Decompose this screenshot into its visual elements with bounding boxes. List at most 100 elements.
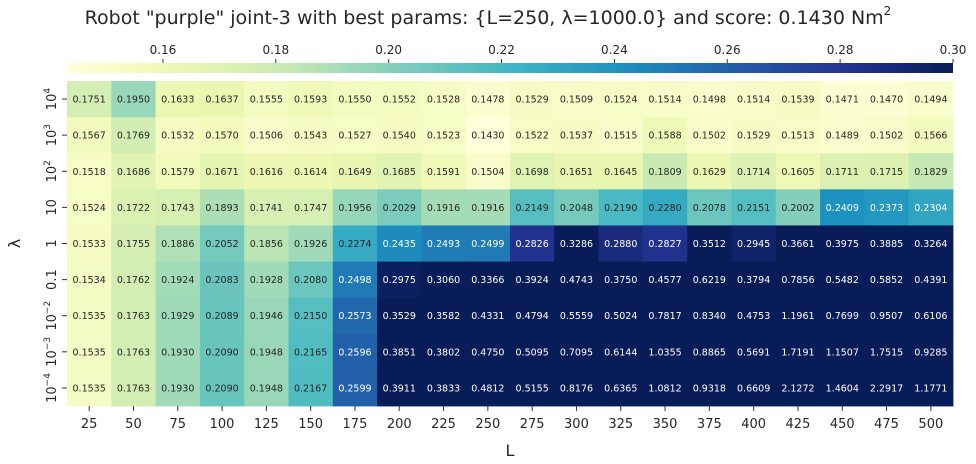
heatmap-cell [332, 333, 378, 371]
cell-value-label: 0.3661 [781, 239, 814, 250]
heatmap-cell [67, 261, 112, 299]
cell-value-label: 0.1534 [73, 275, 106, 286]
heatmap-cell [510, 333, 555, 371]
cell-value-label: 0.2373 [870, 203, 903, 214]
heatmap-cell [199, 297, 245, 335]
heatmap-cell [820, 369, 865, 407]
heatmap-cell [864, 189, 910, 226]
cell-value-label: 0.6144 [604, 347, 637, 358]
cell-value-label: 0.2274 [338, 239, 371, 250]
y-axis-label: λ [5, 239, 24, 248]
x-tick-label: 350 [653, 417, 678, 432]
heatmap-cell [687, 153, 732, 190]
heatmap-cell [642, 225, 688, 262]
cell-value-label: 0.1550 [338, 95, 371, 106]
heatmap-cell [864, 297, 910, 335]
y-tick-label: 10 [45, 199, 60, 216]
cell-value-label: 0.1755 [117, 239, 150, 250]
heatmap-cell [731, 369, 777, 407]
cell-value-label: 0.3366 [471, 275, 504, 286]
heatmap-cell [465, 81, 511, 118]
heatmap-cell [731, 153, 777, 190]
heatmap-cell [111, 225, 156, 262]
cell-value-label: 0.2499 [471, 239, 504, 250]
y-tick-label: 1 [45, 239, 60, 247]
heatmap-cell [642, 189, 688, 226]
cell-value-label: 0.1524 [604, 95, 637, 106]
cell-value-label: 0.1829 [914, 167, 947, 178]
cell-value-label: 0.1527 [338, 131, 371, 142]
cell-value-label: 0.1515 [604, 131, 637, 142]
heatmap-cell [421, 333, 467, 371]
heatmap-cell [510, 117, 555, 154]
heatmap-cell [288, 225, 334, 262]
cell-value-label: 0.2149 [516, 203, 549, 214]
heatmap-cell [199, 153, 245, 190]
cell-value-label: 0.5559 [560, 311, 593, 322]
colorbar-tick-label: 0.16 [150, 43, 177, 57]
x-tick-label: 425 [786, 417, 811, 432]
cell-value-label: 0.3924 [516, 275, 549, 286]
heatmap-cell [67, 369, 112, 407]
y-tick-label: 10−4 [43, 373, 60, 403]
cell-value-label: 0.1555 [250, 95, 283, 106]
heatmap-cell [908, 225, 954, 262]
heatmap-cell [864, 369, 910, 407]
cell-value-label: 1.1507 [826, 347, 859, 358]
x-tick-label: 200 [387, 417, 412, 432]
heatmap-cell [67, 297, 112, 335]
x-tick-label: 225 [431, 417, 456, 432]
heatmap-cell [155, 225, 201, 262]
cell-value-label: 0.1763 [117, 311, 150, 322]
y-tick-label: 0.1 [45, 269, 60, 290]
heatmap-cell [421, 225, 467, 262]
cell-value-label: 0.1566 [914, 131, 947, 142]
cell-value-label: 0.1514 [648, 95, 681, 106]
cell-value-label: 0.1671 [205, 167, 238, 178]
heatmap-cell [731, 261, 777, 299]
cell-value-label: 0.4331 [471, 311, 504, 322]
cell-value-label: 1.1961 [781, 311, 814, 322]
cell-value-label: 0.2029 [383, 203, 416, 214]
cell-value-label: 0.2573 [338, 311, 371, 322]
heatmap-cell [377, 297, 422, 335]
heatmap-cell [288, 369, 334, 407]
x-tick-label: 175 [343, 417, 368, 432]
cell-value-label: 0.3802 [427, 347, 460, 358]
heatmap-cell [642, 369, 688, 407]
cell-value-label: 0.1529 [516, 95, 549, 106]
cell-value-label: 0.2435 [383, 239, 416, 250]
heatmap-cell [554, 261, 599, 299]
heatmap-cell [554, 369, 599, 407]
cell-value-label: 0.7699 [826, 311, 859, 322]
cell-value-label: 0.2975 [383, 275, 416, 286]
cell-value-label: 0.1686 [117, 167, 150, 178]
heatmap-cell [288, 261, 334, 299]
cell-value-label: 0.1741 [250, 203, 283, 214]
cell-value-label: 0.3286 [560, 239, 593, 250]
cell-value-label: 0.1762 [117, 275, 150, 286]
cell-value-label: 0.1513 [781, 131, 814, 142]
x-axis-label: L [506, 441, 515, 460]
heatmap-cell [199, 81, 245, 118]
heatmap-cell [864, 333, 910, 371]
heatmap-cell [642, 333, 688, 371]
cell-value-label: 1.7191 [781, 347, 814, 358]
heatmap-cell [598, 225, 644, 262]
heatmap-cell [598, 189, 644, 226]
cell-value-label: 0.3833 [427, 383, 460, 394]
heatmap-cell [111, 261, 156, 299]
cell-value-label: 0.1763 [117, 383, 150, 394]
heatmap-cell [642, 117, 688, 154]
cell-value-label: 0.1769 [117, 131, 150, 142]
cell-value-label: 0.4743 [560, 275, 593, 286]
heatmap-cell [908, 117, 954, 154]
heatmap-cell [731, 117, 777, 154]
heatmap-cell [377, 189, 422, 226]
heatmap-cell [775, 117, 821, 154]
cell-value-label: 0.1928 [250, 275, 283, 286]
cell-value-label: 0.3885 [870, 239, 903, 250]
heatmap-cell [377, 333, 422, 371]
heatmap-cell [554, 297, 599, 335]
cell-value-label: 0.8340 [693, 311, 726, 322]
